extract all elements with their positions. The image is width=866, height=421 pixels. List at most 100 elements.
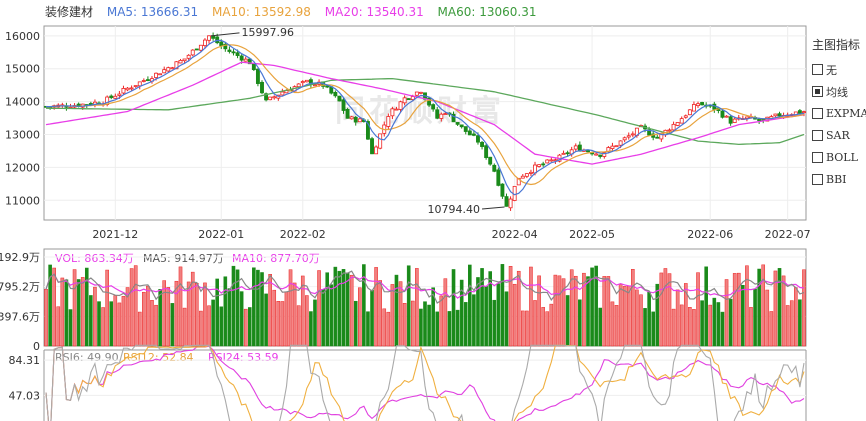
candle-body: [561, 152, 566, 155]
volume-bar: [243, 308, 248, 347]
candle-body: [414, 91, 419, 96]
y-tick-label: 12000: [5, 161, 40, 174]
indicator-option-label: BOLL: [826, 151, 858, 164]
checkbox-icon[interactable]: [812, 64, 823, 75]
candle-body: [337, 95, 342, 102]
volume-bar: [516, 270, 521, 347]
indicator-option-5[interactable]: BBI: [812, 171, 866, 188]
volume-bar: [154, 304, 158, 347]
volume-bar: [769, 311, 774, 347]
volume-bar: [655, 283, 660, 347]
rsi12-line: [45, 344, 805, 421]
candle-body: [390, 108, 395, 117]
candle-body: [113, 95, 118, 99]
volume-bar: [732, 273, 737, 347]
volume-bar: [472, 294, 476, 347]
checkbox-icon[interactable]: [812, 108, 823, 119]
indicator-option-2[interactable]: EXPMA: [812, 105, 866, 122]
indicator-title: 主图指标: [812, 38, 861, 52]
candle-body: [573, 145, 578, 150]
volume-bar: [561, 278, 566, 347]
x-tick-label: 2022-02: [280, 228, 326, 241]
volume-bar: [113, 295, 118, 347]
volume-bar: [427, 304, 431, 347]
volume-bar: [109, 301, 114, 347]
checkbox-icon[interactable]: [812, 130, 823, 141]
candle-body: [117, 93, 122, 96]
volume-bar: [525, 310, 529, 347]
high-arrow: [210, 32, 240, 37]
indicator-option-0[interactable]: 无: [812, 61, 866, 78]
candle-body: [691, 104, 696, 112]
rsi24-line: [45, 345, 805, 421]
candle-body: [145, 79, 150, 82]
volume-bar: [101, 307, 105, 347]
candle-body: [410, 96, 415, 100]
volume-bar: [317, 270, 321, 347]
volume-bar: [618, 283, 623, 347]
volume-bar: [667, 273, 672, 347]
volume-bar: [272, 289, 277, 347]
volume-bar: [386, 311, 391, 347]
volume-bar: [349, 274, 354, 347]
volume-bar: [133, 265, 138, 347]
rsi24-label: RSI24: 53.59: [208, 351, 279, 364]
volume-bar: [480, 268, 484, 347]
volume-bar: [207, 305, 211, 347]
volume-bar: [659, 272, 664, 347]
checkbox-icon[interactable]: [812, 152, 823, 163]
volume-bar: [239, 291, 244, 347]
checkbox-icon[interactable]: [812, 174, 823, 185]
volume-bar: [93, 286, 97, 347]
volume-bar: [158, 289, 162, 347]
volume-bar: [398, 281, 403, 347]
volume-bar: [598, 307, 603, 347]
indicator-option-label: 无: [826, 63, 837, 77]
volume-bar: [256, 269, 260, 347]
candle-body: [622, 137, 627, 141]
volume-bar: [512, 283, 517, 347]
candle-body: [345, 109, 350, 119]
volume-bar: [708, 304, 713, 347]
candle-body: [223, 43, 228, 50]
candle-body: [378, 133, 383, 149]
candle-body: [174, 61, 179, 70]
volume-bar: [199, 310, 203, 347]
checkbox-icon[interactable]: [812, 86, 823, 97]
candle-body: [255, 68, 260, 84]
candle-body: [480, 141, 484, 147]
price-panel-frame: [43, 25, 807, 221]
indicator-option-3[interactable]: SAR: [812, 127, 866, 144]
volume-bar: [447, 311, 452, 347]
volume-bar: [72, 269, 77, 347]
candle-body: [520, 175, 525, 179]
candle-body: [618, 140, 623, 146]
candle-body: [154, 72, 159, 78]
volume-bar: [300, 275, 305, 347]
volume-bar: [76, 279, 81, 347]
indicator-option-4[interactable]: BOLL: [812, 149, 866, 166]
volume-bar: [610, 301, 615, 347]
volume-bar: [626, 285, 631, 347]
volume-bar: [296, 305, 301, 347]
candle-body: [471, 133, 476, 136]
vol-label: VOL: 863.34万: [55, 252, 134, 265]
volume-bar: [268, 274, 272, 347]
candle-body: [728, 116, 733, 124]
indicator-option-1[interactable]: 均线: [812, 83, 866, 100]
volume-bar: [166, 287, 171, 347]
candle-body: [264, 93, 269, 101]
candle-body: [549, 159, 554, 162]
volume-bar: [463, 302, 468, 347]
volume-bar: [622, 286, 627, 347]
low-arrow: [482, 206, 505, 210]
candle-body: [773, 113, 778, 117]
volume-bar: [231, 265, 236, 347]
volume-bar: [80, 277, 85, 347]
volume-bar: [52, 267, 56, 347]
volume-bar: [639, 294, 643, 347]
volume-bar: [602, 276, 607, 347]
candle-body: [602, 152, 607, 157]
volume-bar: [247, 307, 252, 347]
